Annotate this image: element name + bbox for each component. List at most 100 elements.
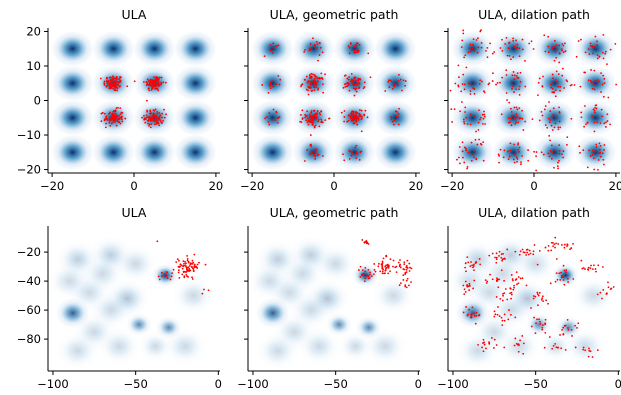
sample-point bbox=[564, 349, 567, 351]
sample-point bbox=[310, 80, 313, 83]
sample-point bbox=[276, 121, 279, 124]
density-mode-10 bbox=[533, 99, 576, 136]
sample-point bbox=[467, 313, 469, 316]
panel-title: ULA, dilation path bbox=[478, 7, 590, 22]
sample-point bbox=[346, 81, 349, 84]
sample-point bbox=[551, 91, 554, 94]
sample-point bbox=[471, 306, 474, 309]
sample-point bbox=[495, 83, 497, 86]
sample-point bbox=[398, 284, 401, 287]
sample-point bbox=[561, 328, 564, 331]
sample-point bbox=[315, 41, 318, 43]
sample-point bbox=[492, 72, 494, 75]
sample-point bbox=[398, 73, 400, 76]
sample-point bbox=[116, 89, 118, 92]
sample-point bbox=[512, 158, 515, 161]
sample-point bbox=[276, 116, 279, 119]
sample-point bbox=[470, 159, 473, 162]
sample-point bbox=[532, 295, 535, 297]
sample-point bbox=[352, 110, 355, 113]
sample-point bbox=[362, 272, 365, 275]
sample-point bbox=[537, 294, 540, 297]
sample-point bbox=[192, 261, 195, 264]
sample-point bbox=[162, 119, 164, 122]
sample-point bbox=[153, 79, 156, 82]
sample-point bbox=[118, 115, 120, 117]
sample-point bbox=[147, 84, 150, 86]
sample-point bbox=[536, 291, 539, 294]
sample-point bbox=[493, 338, 496, 341]
sample-point bbox=[114, 112, 117, 115]
sample-point bbox=[521, 248, 524, 251]
sample-point bbox=[549, 150, 552, 152]
sample-point bbox=[188, 265, 191, 267]
sample-point bbox=[557, 126, 560, 129]
sample-point bbox=[454, 82, 457, 85]
density-mode-7 bbox=[314, 244, 358, 283]
sample-point bbox=[551, 129, 554, 131]
sample-point bbox=[560, 271, 562, 274]
sample-point bbox=[317, 88, 319, 91]
sample-point bbox=[491, 52, 494, 55]
sample-point bbox=[117, 106, 119, 109]
density-mode-12 bbox=[333, 30, 376, 67]
sample-point bbox=[558, 144, 561, 147]
sample-point bbox=[493, 51, 496, 53]
sample-point bbox=[596, 293, 599, 296]
sample-point bbox=[599, 291, 602, 294]
sample-point bbox=[539, 323, 542, 325]
density-mode-8 bbox=[92, 30, 135, 67]
sample-point bbox=[502, 156, 505, 159]
x-tick-label: 0 bbox=[615, 377, 621, 391]
sample-point bbox=[403, 263, 406, 265]
sample-point bbox=[115, 107, 118, 110]
sample-point bbox=[513, 106, 516, 109]
sample-point bbox=[507, 47, 510, 50]
sample-point bbox=[346, 120, 348, 123]
sample-point bbox=[532, 253, 535, 256]
sample-point bbox=[561, 42, 564, 45]
sample-point bbox=[388, 86, 391, 89]
x-tick-label: −20 bbox=[440, 179, 464, 193]
sample-point bbox=[364, 277, 367, 280]
sample-point bbox=[604, 50, 607, 53]
sample-point bbox=[396, 111, 398, 113]
sample-point bbox=[519, 117, 522, 119]
sample-point bbox=[532, 297, 535, 300]
sample-point bbox=[509, 292, 512, 295]
sample-point bbox=[143, 118, 146, 121]
sample-point bbox=[370, 275, 373, 277]
sample-point bbox=[114, 109, 117, 112]
sample-point bbox=[518, 85, 521, 88]
sample-point bbox=[580, 259, 583, 262]
sample-point bbox=[158, 76, 161, 79]
sample-point bbox=[379, 270, 382, 273]
sample-point bbox=[307, 85, 310, 88]
sample-point bbox=[598, 80, 601, 83]
density-mode-3 bbox=[126, 313, 152, 336]
sample-point bbox=[473, 269, 475, 272]
sample-point bbox=[405, 286, 408, 289]
sample-point bbox=[566, 143, 568, 146]
sample-point bbox=[381, 272, 384, 275]
sample-point bbox=[352, 82, 355, 84]
x-tick-label: −100 bbox=[237, 377, 269, 391]
sample-point bbox=[356, 123, 359, 126]
y-tick-label: 20 bbox=[26, 24, 41, 38]
sample-point bbox=[466, 165, 469, 168]
sample-point bbox=[544, 124, 547, 127]
sample-point bbox=[463, 293, 466, 295]
sample-point bbox=[483, 115, 486, 118]
sample-point bbox=[392, 259, 395, 262]
sample-point bbox=[306, 149, 309, 151]
sample-point bbox=[343, 116, 346, 118]
sample-point bbox=[541, 326, 544, 329]
sample-point bbox=[517, 121, 520, 124]
sample-point bbox=[480, 143, 483, 146]
sample-point bbox=[490, 337, 493, 339]
density-mode-6 bbox=[492, 99, 535, 136]
sample-point bbox=[542, 300, 545, 303]
sample-point bbox=[306, 117, 309, 120]
plot-area bbox=[248, 236, 416, 370]
density-mode-15 bbox=[56, 331, 100, 370]
